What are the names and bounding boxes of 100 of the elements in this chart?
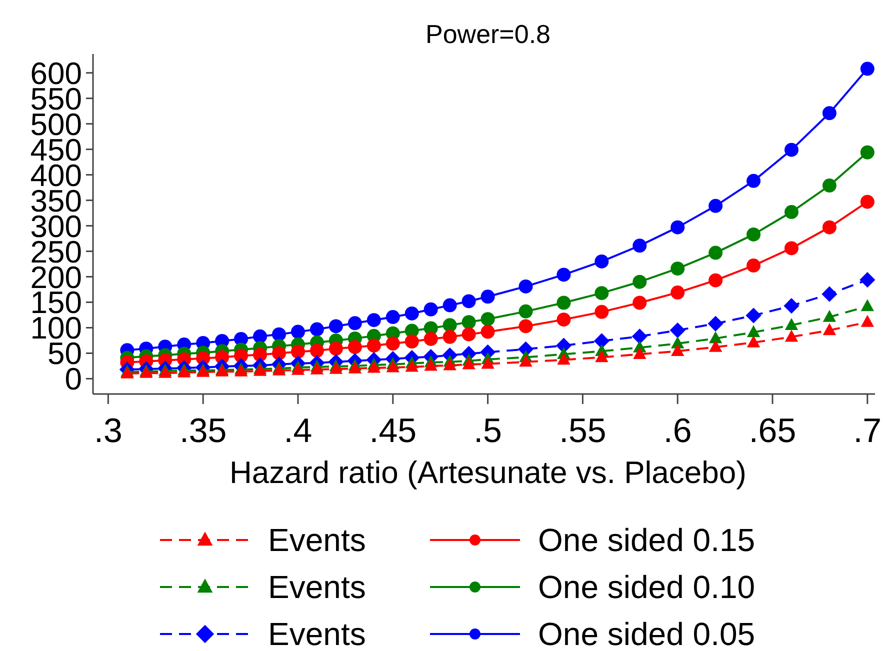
point bbox=[386, 310, 400, 324]
point bbox=[443, 358, 456, 370]
point bbox=[860, 314, 874, 327]
point bbox=[442, 318, 457, 332]
point bbox=[386, 336, 400, 351]
point bbox=[784, 318, 798, 330]
point bbox=[708, 273, 723, 288]
point bbox=[480, 290, 495, 304]
point bbox=[424, 358, 438, 371]
legend-label: Events bbox=[268, 616, 366, 651]
point bbox=[708, 331, 722, 344]
point bbox=[253, 348, 268, 362]
point bbox=[556, 296, 571, 310]
point bbox=[708, 198, 723, 213]
point bbox=[442, 330, 457, 344]
point bbox=[518, 304, 533, 318]
legend-label: Events bbox=[268, 522, 366, 558]
point bbox=[424, 332, 438, 346]
legend-label: Events bbox=[268, 569, 366, 605]
point bbox=[632, 328, 648, 344]
point bbox=[291, 362, 305, 375]
point bbox=[784, 205, 798, 220]
point bbox=[310, 362, 324, 374]
point bbox=[290, 344, 305, 359]
point bbox=[253, 329, 268, 344]
point bbox=[348, 361, 362, 374]
x-tick-label: .35 bbox=[179, 412, 227, 450]
point bbox=[328, 342, 343, 356]
x-tick-label: .65 bbox=[748, 412, 796, 450]
point bbox=[784, 330, 798, 342]
point bbox=[328, 319, 343, 334]
point bbox=[860, 194, 874, 209]
point bbox=[670, 286, 685, 300]
point bbox=[519, 354, 532, 367]
point bbox=[462, 357, 476, 370]
point bbox=[518, 319, 533, 334]
point bbox=[746, 227, 761, 242]
point bbox=[556, 268, 571, 282]
point bbox=[822, 178, 836, 193]
point bbox=[556, 312, 571, 327]
point bbox=[594, 304, 609, 319]
point bbox=[272, 327, 286, 342]
point bbox=[310, 344, 324, 358]
point bbox=[822, 106, 836, 120]
x-tick-label: .45 bbox=[369, 412, 417, 450]
point bbox=[860, 272, 876, 288]
point bbox=[310, 322, 324, 336]
point bbox=[595, 350, 608, 362]
point bbox=[594, 286, 609, 300]
point bbox=[405, 360, 418, 372]
point bbox=[746, 335, 760, 348]
point bbox=[594, 254, 609, 268]
point bbox=[404, 306, 419, 320]
point bbox=[670, 262, 685, 276]
legend-label: One sided 0.10 bbox=[538, 569, 756, 605]
point bbox=[822, 220, 836, 234]
point bbox=[708, 340, 722, 352]
point bbox=[822, 323, 836, 336]
point bbox=[822, 310, 836, 322]
point bbox=[424, 302, 438, 316]
x-tick-label: .5 bbox=[474, 412, 502, 450]
point bbox=[366, 313, 381, 328]
point bbox=[557, 352, 570, 365]
point bbox=[784, 142, 798, 157]
point bbox=[633, 347, 646, 360]
point bbox=[708, 316, 724, 332]
point bbox=[822, 286, 838, 302]
x-tick-label: .7 bbox=[853, 412, 882, 450]
point bbox=[860, 299, 874, 312]
point bbox=[462, 315, 476, 330]
point bbox=[670, 322, 686, 338]
point bbox=[860, 145, 874, 160]
point bbox=[632, 238, 647, 253]
point bbox=[784, 298, 800, 314]
x-tick-label: .55 bbox=[559, 412, 606, 450]
point bbox=[442, 298, 457, 312]
point bbox=[480, 324, 495, 339]
point bbox=[272, 346, 286, 360]
point bbox=[670, 220, 685, 234]
point bbox=[386, 360, 400, 372]
legend-label: One sided 0.15 bbox=[538, 522, 756, 558]
x-axis-title: Hazard ratio (Artesunate vs. Placebo) bbox=[230, 455, 746, 490]
point bbox=[481, 356, 494, 369]
point bbox=[632, 296, 647, 310]
point bbox=[860, 62, 874, 76]
point bbox=[348, 316, 362, 330]
point bbox=[518, 279, 533, 294]
point bbox=[594, 333, 610, 349]
point bbox=[462, 327, 476, 342]
chart-title: Power=0.8 bbox=[425, 19, 551, 49]
x-tick-label: .4 bbox=[284, 412, 312, 450]
legend-label: One sided 0.05 bbox=[538, 616, 756, 651]
point bbox=[404, 334, 419, 348]
point bbox=[367, 360, 381, 373]
point bbox=[671, 344, 684, 356]
point bbox=[746, 258, 761, 273]
x-tick-label: .6 bbox=[663, 412, 692, 450]
point bbox=[708, 246, 723, 260]
point bbox=[746, 325, 760, 338]
point bbox=[462, 294, 476, 308]
